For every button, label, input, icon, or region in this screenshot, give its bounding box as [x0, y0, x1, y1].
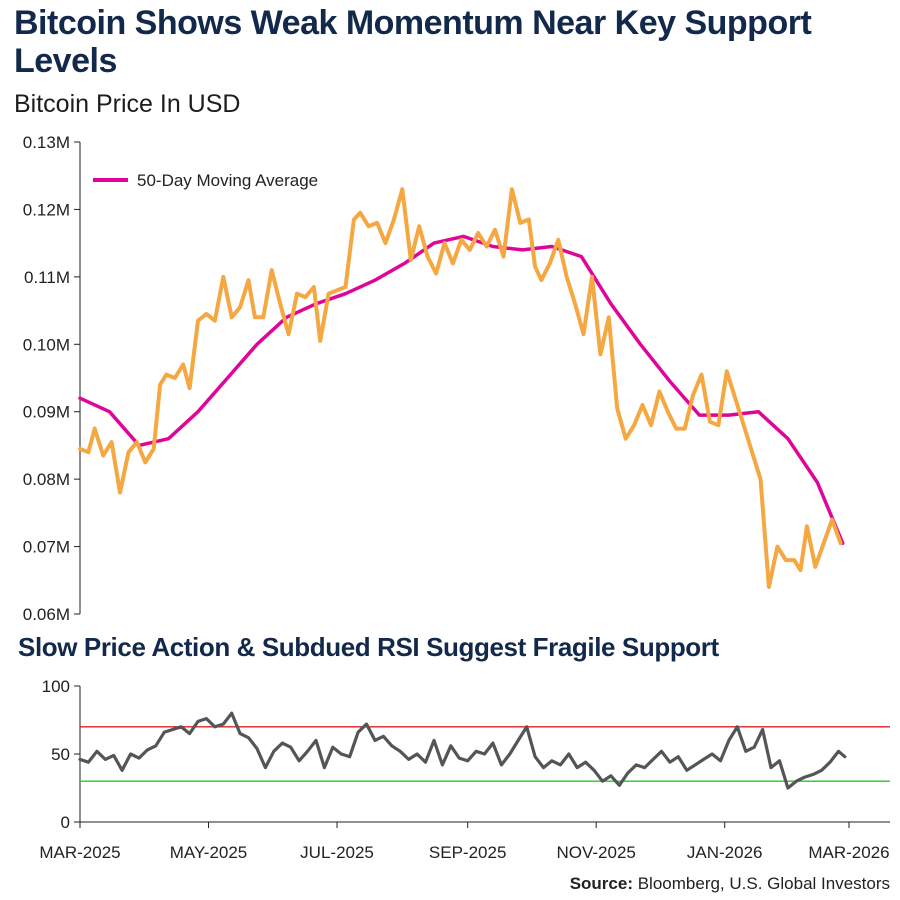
price-y-tick-label: 0.08M: [23, 470, 70, 489]
price-line: [78, 187, 843, 589]
x-tick-label: MAY-2025: [170, 843, 248, 862]
x-tick-label: SEP-2025: [429, 843, 507, 862]
price-y-tick-label: 0.09M: [23, 403, 70, 422]
price-y-tick-label: 0.06M: [23, 605, 70, 624]
x-tick-label: MAR-2026: [808, 843, 889, 862]
price-y-tick-label: 0.10M: [23, 335, 70, 354]
moving-average-line: [78, 234, 845, 545]
rsi-y-tick-label: 50: [51, 745, 70, 764]
chart-subtitle: Bitcoin Price In USD: [14, 90, 241, 118]
rsi-line: [78, 711, 847, 790]
rsi-y-tick-label: 0: [61, 813, 70, 832]
price-y-tick-label: 0.07M: [23, 538, 70, 557]
source-label: Source:: [569, 874, 633, 893]
price-y-tick-label: 0.13M: [23, 133, 70, 152]
legend-label-moving-average: 50-Day Moving Average: [137, 171, 318, 190]
x-tick-label: JUL-2025: [300, 843, 374, 862]
price-y-tick-label: 0.12M: [23, 200, 70, 219]
rsi-section-title: Slow Price Action & Subdued RSI Suggest …: [18, 632, 719, 662]
price-y-tick-label: 0.11M: [24, 268, 70, 287]
source-text: Bloomberg, U.S. Global Investors: [637, 874, 890, 893]
x-tick-label: MAR-2025: [39, 843, 120, 862]
x-tick-label: NOV-2025: [556, 843, 635, 862]
rsi-y-tick-label: 100: [42, 677, 70, 696]
x-tick-label: JAN-2026: [687, 843, 763, 862]
source-note: Source: Bloomberg, U.S. Global Investors: [570, 874, 890, 894]
chart-title: Bitcoin Shows Weak Momentum Near Key Sup…: [14, 4, 812, 80]
